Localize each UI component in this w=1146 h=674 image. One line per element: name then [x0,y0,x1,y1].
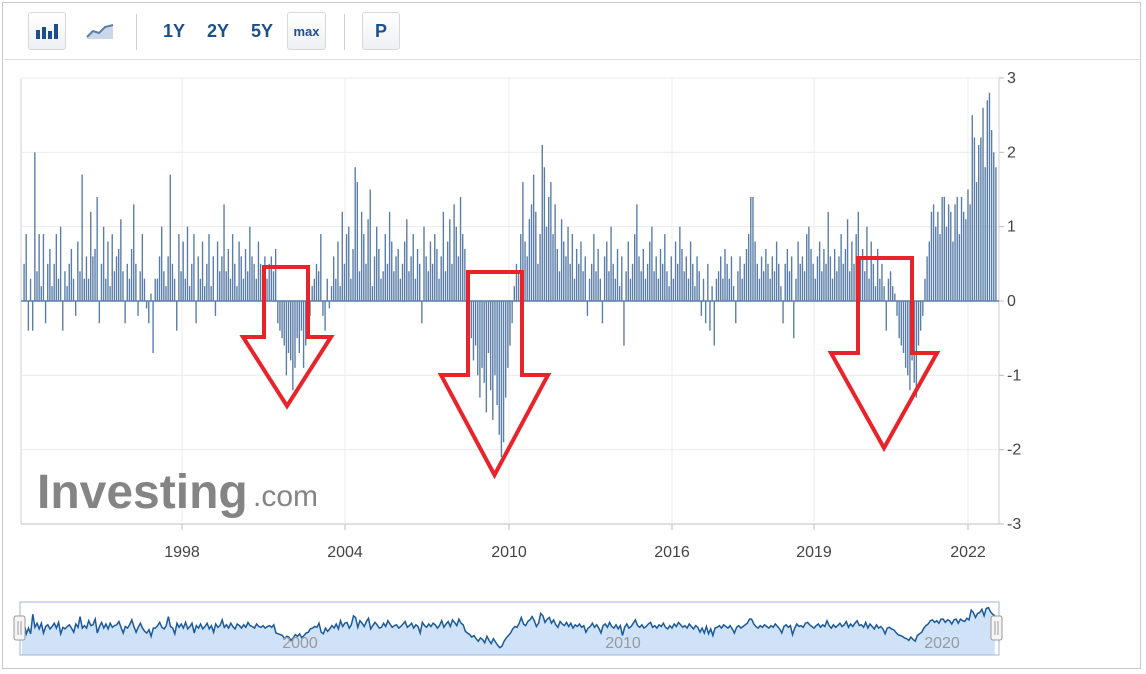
bar-chart-icon [36,24,58,39]
x-tick-label: 2016 [654,544,690,561]
down-arrow [239,265,335,410]
down-arrow [437,270,552,480]
toolbar-separator [344,14,345,50]
y-tick-label: -1 [1007,367,1021,384]
down-arrow [827,256,941,453]
x-tick-label: 2004 [327,544,363,561]
navigator-year-label: 2020 [924,635,960,652]
y-tick-label: 2 [1007,144,1016,161]
navigator-year-label: 2000 [282,635,318,652]
range-2y-button[interactable]: 2Y [206,20,230,41]
investing-logo-text: Investing [37,466,248,519]
range-5y-button[interactable]: 5Y [250,20,274,41]
navigator-right-handle[interactable] [990,615,1003,641]
y-tick-label: 1 [1007,219,1016,236]
y-tick-label: -3 [1007,516,1021,533]
handle-body [990,615,1003,641]
y-tick-label: 3 [1007,70,1016,87]
range-1y-button[interactable]: 1Y [162,20,186,41]
x-tick-label: 2010 [491,544,527,561]
bar-series [23,92,997,458]
y-tick-label: 0 [1007,293,1016,310]
handle-body [13,615,26,641]
navigator-line [21,606,996,649]
navigator-left-handle[interactable] [13,615,26,641]
navigator-year-label: 2010 [605,635,641,652]
toolbar-separator [136,14,137,50]
y-tick-label: -2 [1007,442,1021,459]
toolbar-divider [2,59,1141,60]
x-tick-label: 2019 [796,544,832,561]
x-tick-label: 1998 [164,544,200,561]
investing-logo-suffix: .com [253,480,318,513]
p-button[interactable]: P [362,12,400,50]
line-chart-icon [86,24,114,39]
range-max-button[interactable]: max [287,12,326,50]
x-tick-label: 2022 [950,544,986,561]
bar-chart-button[interactable] [28,12,66,50]
navigator-area [22,607,995,655]
line-chart-button[interactable] [80,12,120,50]
